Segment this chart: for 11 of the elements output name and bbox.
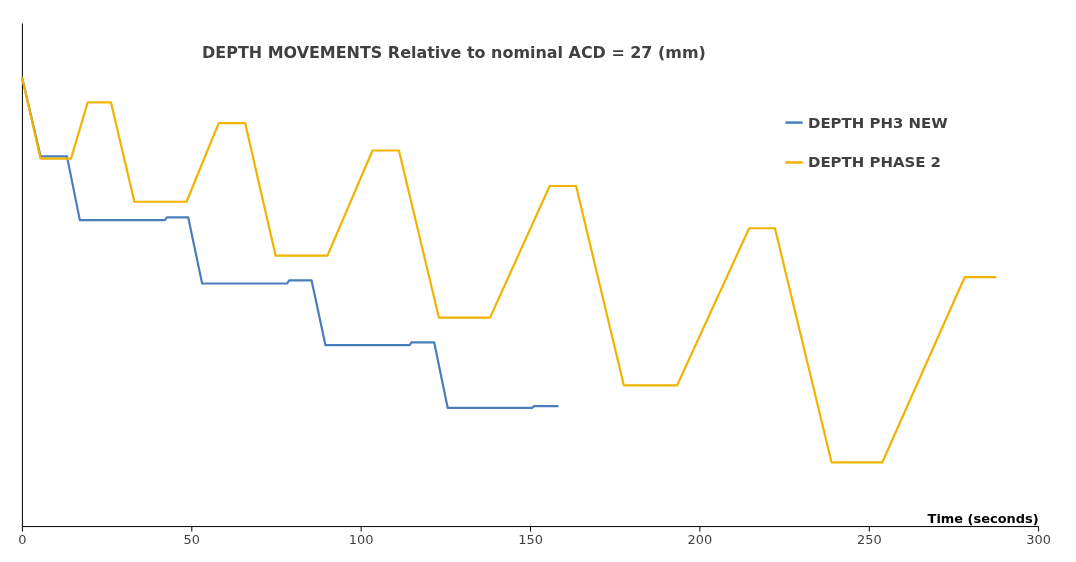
legend-label: DEPTH PHASE 2 [808, 153, 942, 172]
x-tick-label: 250 [856, 531, 882, 547]
x-axis-title: Time (seconds) [927, 510, 1039, 526]
x-tick-label: 150 [518, 531, 543, 547]
x-tick-label: 0 [18, 531, 27, 547]
chart-title: DEPTH MOVEMENTS Relative to nominal ACD = 27 (mm) [202, 42, 706, 62]
x-tick-label: 200 [687, 531, 713, 547]
x-tick-label: 50 [183, 531, 201, 547]
x-tick-label: 300 [1026, 531, 1051, 547]
x-tick-label: 100 [348, 531, 374, 547]
legend-label: DEPTH PH3 NEW [808, 113, 949, 132]
